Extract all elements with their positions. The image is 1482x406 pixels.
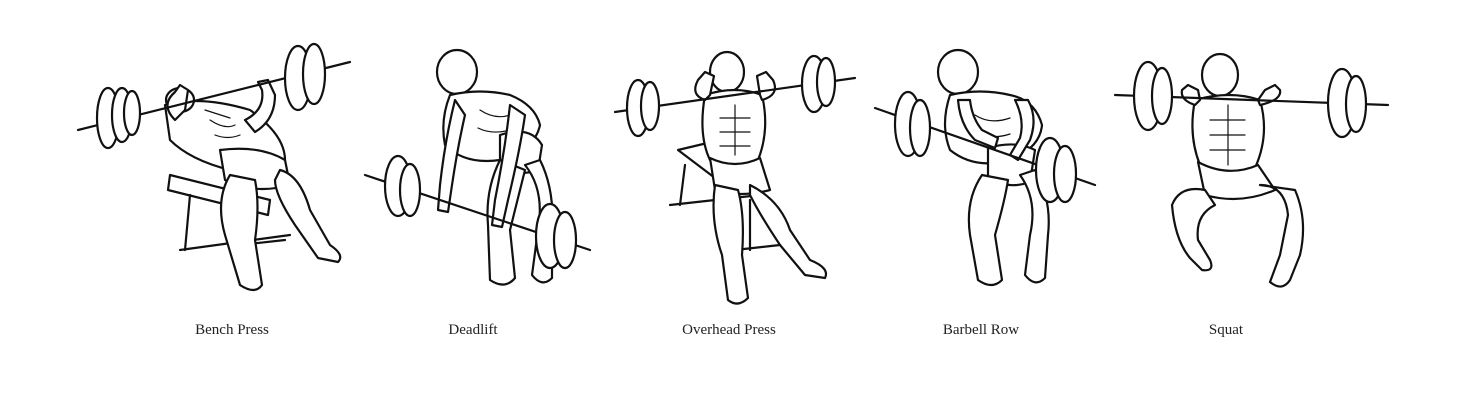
caption-barbell-row: Barbell Row [942, 322, 1020, 338]
exercise-overhead-press: Overhead Press [610, 0, 870, 406]
caption-squat: Squat [1208, 322, 1244, 338]
exercise-squat: Squat [1110, 0, 1410, 406]
exercise-barbell-row: Barbell Row [870, 0, 1110, 406]
barbell-row-illustration [873, 48, 1097, 287]
exercise-deadlift: Deadlift [360, 0, 600, 406]
caption-bench-press: Bench Press [195, 322, 269, 338]
squat-illustration [1113, 52, 1390, 288]
exercise-bench-press: Bench Press [0, 0, 380, 406]
overhead-press-illustration [613, 50, 857, 305]
bench-press-illustration [76, 42, 352, 292]
caption-overhead-press: Overhead Press [682, 322, 776, 338]
caption-deadlift: Deadlift [448, 322, 498, 338]
deadlift-illustration [363, 48, 592, 286]
